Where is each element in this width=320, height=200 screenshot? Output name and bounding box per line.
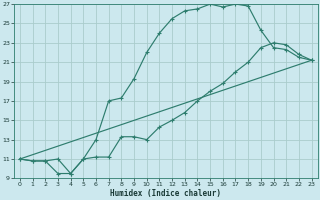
X-axis label: Humidex (Indice chaleur): Humidex (Indice chaleur) bbox=[110, 189, 221, 198]
